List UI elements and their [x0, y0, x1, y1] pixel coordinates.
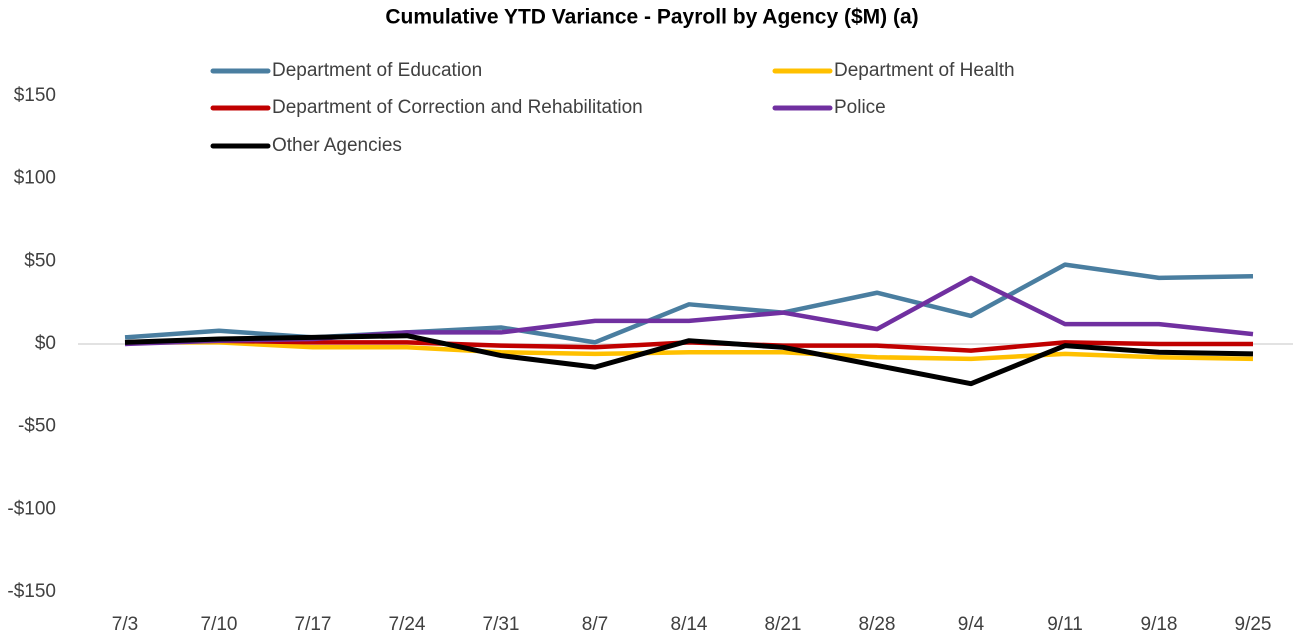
series-line — [125, 340, 1254, 362]
x-tick-label: 8/28 — [859, 614, 896, 635]
legend-label: Department of Health — [834, 60, 1015, 81]
y-tick-label: $0 — [35, 333, 56, 354]
x-tick-label: 8/21 — [765, 614, 802, 635]
x-tick-label: 8/14 — [671, 614, 708, 635]
x-tick-label: 7/10 — [201, 614, 238, 635]
series-line — [124, 262, 1254, 345]
y-tick-label: -$100 — [7, 498, 56, 519]
legend-label: Department of Education — [272, 60, 482, 81]
chart-title: Cumulative YTD Variance - Payroll by Age… — [385, 6, 918, 29]
y-tick-label: $100 — [14, 168, 56, 189]
x-tick-label: 7/24 — [389, 614, 426, 635]
legend-label: Department of Correction and Rehabilitat… — [272, 97, 643, 118]
legend-label: Other Agencies — [272, 135, 402, 156]
series-line — [124, 333, 1254, 387]
x-tick-label: 7/3 — [112, 614, 138, 635]
legend-label: Police — [834, 97, 886, 118]
x-tick-label: 9/4 — [958, 614, 985, 635]
y-tick-label: -$150 — [7, 581, 56, 602]
x-tick-label: 9/18 — [1141, 614, 1178, 635]
y-tick-label: -$50 — [18, 416, 56, 437]
x-tick-label: 7/31 — [483, 614, 520, 635]
y-tick-label: $150 — [14, 85, 56, 106]
x-tick-label: 9/11 — [1047, 614, 1083, 635]
x-tick-label: 8/7 — [582, 614, 608, 635]
x-tick-label: 7/17 — [295, 614, 332, 635]
x-tick-label: 9/25 — [1235, 614, 1272, 635]
y-tick-label: $50 — [24, 250, 56, 271]
